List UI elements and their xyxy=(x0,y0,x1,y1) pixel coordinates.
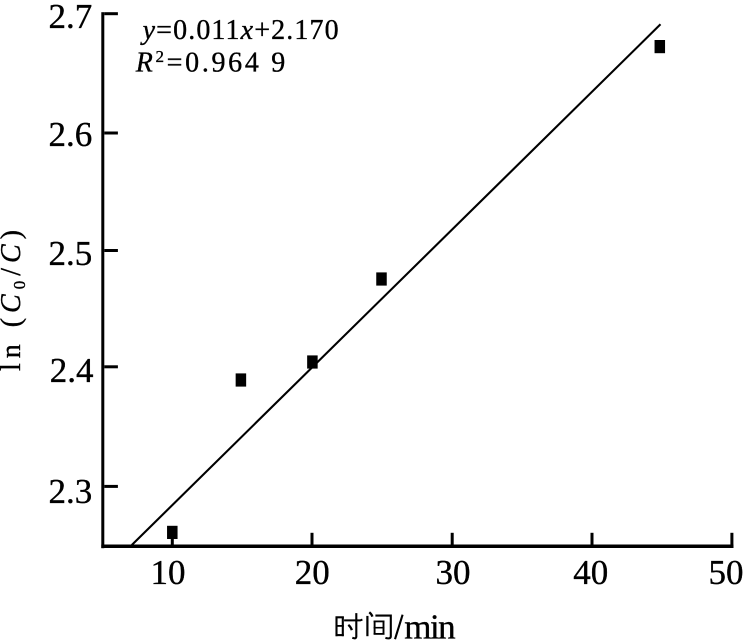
svg-text:30: 30 xyxy=(436,553,471,592)
svg-text:min: min xyxy=(404,608,455,641)
svg-text:2.5: 2.5 xyxy=(48,234,92,273)
svg-text:y=0.011x+2.170: y=0.011x+2.170 xyxy=(140,15,339,46)
svg-text:2.4: 2.4 xyxy=(50,351,94,390)
svg-text:20: 20 xyxy=(295,553,330,592)
svg-text:50: 50 xyxy=(709,553,744,592)
svg-text:2.6: 2.6 xyxy=(48,115,92,154)
svg-text:2.7: 2.7 xyxy=(48,0,92,36)
svg-text:10: 10 xyxy=(151,553,186,592)
svg-text:2.3: 2.3 xyxy=(48,472,92,511)
svg-text:ln (C0/C): ln (C0/C) xyxy=(0,230,29,371)
svg-text:40: 40 xyxy=(573,553,608,592)
